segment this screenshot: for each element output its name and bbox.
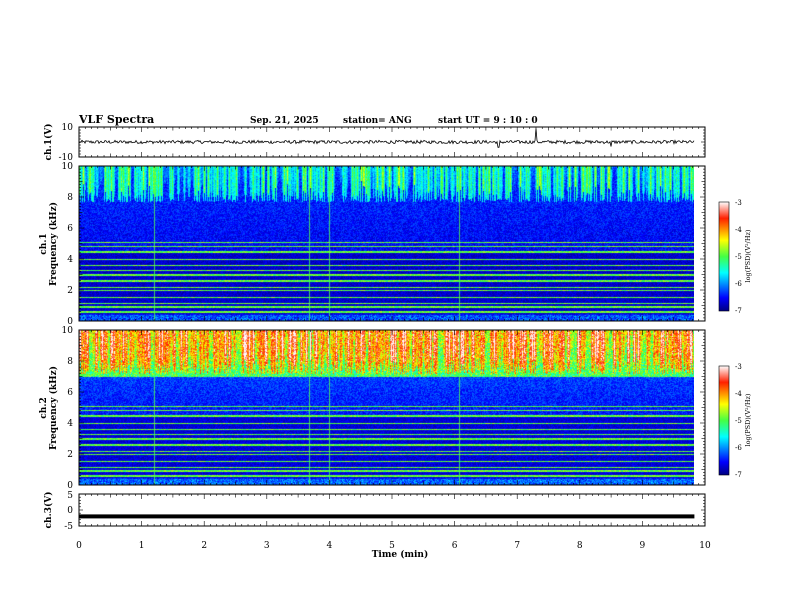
frequency-tick-label: 4 — [67, 419, 73, 429]
time-tick-labels: 0 1 2 3 4 5 6 7 8 9 10 — [76, 541, 711, 551]
time-tick-label: 9 — [640, 541, 646, 551]
ch1-colorbar-tick: -3 — [735, 199, 742, 207]
ch1-waveform-ylabel: ch.1(V) — [43, 124, 54, 161]
frequency-tick-label: 2 — [67, 286, 73, 296]
figure-start-time: start UT = 9 : 10 : 0 — [438, 116, 538, 126]
ch1-colorbar-tick: -5 — [735, 253, 742, 261]
ch1-spectrogram-panel: ch.1 Frequency (kHz) — [39, 165, 706, 322]
ch3-waveform-ylabel: ch.3(V) — [43, 492, 54, 529]
ch3-ytick-mid: 0 — [67, 506, 73, 516]
frequency-tick-label: 0 — [67, 317, 73, 327]
ch2-spectrogram-panel: ch.2 Frequency (kHz) — [39, 329, 706, 486]
ch2-colorbar-tick: -5 — [735, 417, 742, 425]
ch1-spectrogram-image — [79, 166, 694, 321]
axis-ticks — [78, 126, 706, 527]
ch2-frequency-ylabel: Frequency (kHz) — [48, 366, 59, 450]
ch2-colorbar-gradient — [718, 365, 730, 476]
ch1-colorbar-tick: -4 — [735, 226, 742, 234]
ch2-channel-label: ch.2 — [39, 397, 49, 418]
time-tick-label: 3 — [264, 541, 270, 551]
ch1-waveform-trace — [78, 128, 695, 148]
frequency-tick-label: 8 — [67, 193, 73, 203]
ch3-ytick-bottom: -5 — [64, 522, 73, 532]
frequency-tick-label: 4 — [67, 255, 73, 265]
ch1-colorbar: -3 -4 -5 -6 -7 log(PSD)(V²/Hz) — [718, 199, 752, 315]
frequency-tick-label: 10 — [62, 162, 74, 172]
ch1-ytick-bottom: -10 — [59, 153, 74, 163]
figure-station: station= ANG — [343, 116, 412, 126]
ch1-colorbar-label: log(PSD)(V²/Hz) — [744, 229, 752, 282]
figure-date: Sep. 21, 2025 — [250, 116, 319, 126]
time-tick-label: 1 — [139, 541, 145, 551]
ch1-ytick-top: 10 — [62, 123, 74, 133]
ch1-channel-label: ch.1 — [39, 233, 49, 254]
ch3-ytick-top: 5 — [67, 491, 73, 501]
ch1-colorbar-gradient — [718, 201, 730, 312]
time-tick-label: 5 — [389, 541, 395, 551]
time-tick-label: 2 — [201, 541, 207, 551]
time-tick-label: 8 — [577, 541, 583, 551]
ch1-waveform-panel: 10 -10 ch.1(V) — [43, 123, 706, 163]
ch3-waveform-panel: 5 0 -5 ch.3(V) — [43, 491, 706, 532]
ch1-colorbar-tick: -7 — [735, 307, 742, 315]
frequency-tick-label: 2 — [67, 450, 73, 460]
ch2-colorbar-label: log(PSD)(V²/Hz) — [744, 393, 752, 446]
figure-title: VLF Spectra — [78, 113, 154, 126]
time-tick-label: 7 — [514, 541, 520, 551]
frequency-tick-label: 6 — [67, 388, 73, 398]
ch2-colorbar-tick: -4 — [735, 390, 742, 398]
time-axis-label: Time (min) — [372, 549, 429, 560]
ch2-colorbar: -3 -4 -5 -6 -7 log(PSD)(V²/Hz) — [718, 363, 752, 479]
ch2-colorbar-tick: -3 — [735, 363, 742, 371]
time-tick-label: 4 — [327, 541, 333, 551]
ch2-colorbar-tick: -7 — [735, 471, 742, 479]
time-tick-label: 10 — [699, 541, 711, 551]
frequency-tick-label: 10 — [62, 326, 74, 336]
ch2-colorbar-tick: -6 — [735, 444, 742, 452]
ch2-spectrogram-image — [79, 330, 694, 485]
time-tick-label: 0 — [76, 541, 82, 551]
ch1-colorbar-tick: -6 — [735, 280, 742, 288]
frequency-tick-label: 8 — [67, 357, 73, 367]
ch3-waveform-trace — [79, 514, 695, 519]
frequency-tick-label: 6 — [67, 224, 73, 234]
frequency-tick-label: 0 — [67, 481, 73, 491]
time-tick-label: 6 — [452, 541, 458, 551]
ch1-frequency-ylabel: Frequency (kHz) — [48, 202, 59, 286]
